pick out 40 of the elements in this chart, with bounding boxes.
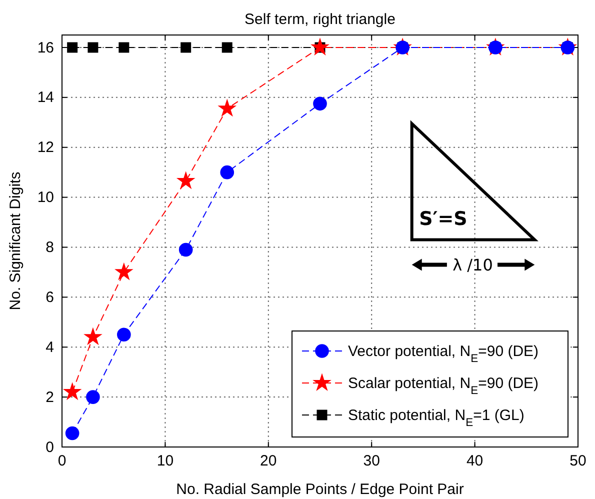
y-tick-label: 0: [46, 438, 54, 456]
legend-label: Vector potential, N$_{E}$=90 (DE): [348, 343, 539, 365]
y-tick-label: 2: [46, 388, 54, 406]
y-tick-label: 12: [37, 139, 54, 156]
point: [118, 42, 130, 53]
y-tick-label: 8: [46, 239, 54, 256]
legend-label: Scalar potential, N$_{E}$=90 (DE): [348, 375, 539, 397]
x-tick-label: 20: [260, 452, 277, 470]
x-tick-label: 50: [570, 452, 586, 470]
point: [86, 390, 100, 404]
point: [222, 42, 232, 53]
point: [313, 96, 327, 111]
y-tick-label: 4: [46, 338, 54, 356]
point: [220, 165, 234, 180]
x-tick-label: 10: [156, 452, 174, 470]
point: [65, 426, 80, 440]
point: [178, 242, 193, 257]
x-tick-label: 40: [466, 452, 484, 470]
point: [114, 262, 134, 280]
x-axis-title: No. Radial Sample Points / Edge Point Pair: [176, 481, 464, 498]
point: [310, 38, 330, 56]
y-axis-title: No. Significant Digits: [7, 172, 24, 310]
point: [84, 327, 102, 346]
point: [117, 328, 131, 342]
point: [180, 42, 192, 53]
annotation: λ /10: [452, 256, 493, 275]
y-tick-label: 16: [37, 39, 54, 56]
y-tick-label: 14: [37, 89, 54, 106]
y-tick-label: 10: [37, 189, 54, 206]
point: [218, 98, 237, 117]
point: [88, 42, 98, 53]
y-tick-label: 6: [46, 288, 54, 306]
x-tick-label: 0: [58, 452, 66, 470]
point: [62, 382, 82, 400]
chart-title: Self term, right triangle: [244, 11, 396, 28]
point: [176, 171, 196, 190]
x-tick-label: 30: [363, 452, 380, 470]
point: [67, 42, 78, 53]
annotation: S′=S: [419, 208, 468, 230]
legend-label: Static potential, N$_{E}$=1 (GL): [348, 407, 524, 429]
